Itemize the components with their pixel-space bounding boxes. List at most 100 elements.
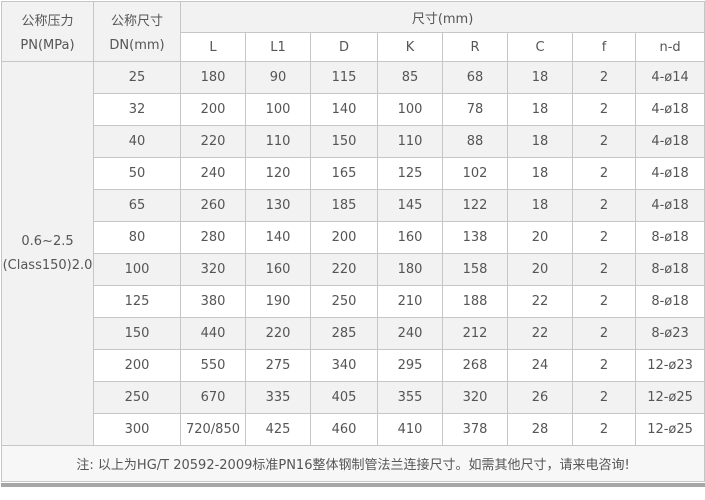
- dimension-column-header: C: [507, 32, 573, 62]
- dimension-cell: 2: [572, 157, 636, 190]
- dimension-cell: 188: [442, 285, 508, 318]
- dimension-cell: 102: [442, 157, 508, 190]
- table-row: 65 260 130 185 145 122 18 2 4-ø18: [2, 189, 705, 222]
- dimension-cell: 4-ø14: [634, 61, 705, 94]
- note-row: 注: 以上为HG/T 20592-2009标准PN16整体钢制管法兰连接尺寸。如…: [0, 445, 705, 482]
- dn-cell: 250: [93, 381, 181, 414]
- table-row: 250 670 335 405 355 320 26 2 12-ø25: [2, 381, 705, 414]
- dimension-cell: 85: [377, 61, 443, 94]
- dimension-cell: 340: [310, 349, 378, 382]
- note-text: 注: 以上为HG/T 20592-2009标准PN16整体钢制管法兰连接尺寸。如…: [0, 445, 705, 482]
- dimension-cell: 220: [310, 253, 378, 286]
- dimension-cell: 2: [572, 381, 636, 414]
- table-row: 200 550 275 340 295 268 24 2 12-ø23: [2, 349, 705, 382]
- dimension-cell: 4-ø18: [634, 125, 705, 158]
- dimension-cell: 250: [310, 285, 378, 318]
- dimension-cell: 18: [507, 61, 573, 94]
- dimensions-group-header: 尺寸(mm): [179, 0, 705, 34]
- dn-cell: 200: [93, 349, 181, 382]
- dimension-cell: 180: [180, 61, 246, 94]
- dimension-cell: 100: [377, 93, 443, 126]
- dimension-cell: 28: [507, 413, 573, 446]
- dimension-cell: 4-ø18: [634, 189, 705, 222]
- dimension-cell: 280: [180, 221, 246, 254]
- dimension-cell: 378: [442, 413, 508, 446]
- dimension-cell: 110: [245, 125, 311, 158]
- dimension-cell: 18: [507, 93, 573, 126]
- dimension-cell: 550: [180, 349, 246, 382]
- dimension-cell: 125: [377, 157, 443, 190]
- table-row: 40 220 110 150 110 88 18 2 4-ø18: [2, 125, 705, 158]
- dimension-cell: 285: [310, 317, 378, 350]
- pressure-header-line1: 公称压力: [21, 14, 74, 29]
- dimension-column-header: D: [310, 32, 378, 62]
- dimension-cell: 165: [310, 157, 378, 190]
- dimension-cell: 20: [507, 253, 573, 286]
- dimension-cell: 4-ø18: [634, 93, 705, 126]
- dn-cell: 80: [93, 221, 181, 254]
- table-row: 125 380 190 250 210 188 22 2 8-ø18: [2, 285, 705, 318]
- dn-cell: 100: [93, 253, 181, 286]
- dimension-column-header: n-d: [634, 32, 705, 62]
- dimension-cell: 138: [442, 221, 508, 254]
- header-row-top: 公称压力 PN(MPa) 公称尺寸 DN(mm) 尺寸(mm): [1, 0, 705, 62]
- dimension-column-header: L1: [245, 32, 311, 62]
- dimension-cell: 240: [377, 317, 443, 350]
- dimension-cell: 200: [310, 221, 378, 254]
- dn-cell: 125: [93, 285, 181, 318]
- table-row: 100 320 160 220 180 158 20 2 8-ø18: [2, 253, 705, 286]
- dimension-cell: 2: [572, 413, 636, 446]
- dimension-cell: 405: [310, 381, 378, 414]
- dimension-cell: 8-ø23: [634, 317, 705, 350]
- dimension-cell: 88: [442, 125, 508, 158]
- dn-cell: 300: [93, 413, 181, 446]
- dimension-column-header: K: [377, 32, 443, 62]
- dimension-column-header: R: [442, 32, 508, 62]
- dimension-cell: 190: [245, 285, 311, 318]
- dimension-cell: 78: [442, 93, 508, 126]
- dimension-cell: 160: [245, 253, 311, 286]
- dimension-cell: 410: [377, 413, 443, 446]
- dimension-cell: 110: [377, 125, 443, 158]
- dn-cell: 25: [93, 61, 181, 94]
- pressure-header-line2: PN(MPa): [20, 38, 75, 53]
- dimension-cell: 2: [572, 317, 636, 350]
- dimension-cell: 140: [310, 93, 378, 126]
- table-row: 150 440 220 285 240 212 22 2 8-ø23: [2, 317, 705, 350]
- table-row: 32 200 100 140 100 78 18 2 4-ø18: [2, 93, 705, 126]
- dimension-cell: 295: [377, 349, 443, 382]
- table-row: 50 240 120 165 125 102 18 2 4-ø18: [2, 157, 705, 190]
- dimension-cell: 2: [572, 61, 636, 94]
- dimension-cell: 320: [180, 253, 246, 286]
- dimension-cell: 115: [310, 61, 378, 94]
- dimension-cell: 4-ø18: [634, 157, 705, 190]
- dn-cell: 150: [93, 317, 181, 350]
- dimension-cell: 670: [180, 381, 246, 414]
- size-header-line1: 公称尺寸: [110, 14, 163, 29]
- dimension-cell: 200: [180, 93, 246, 126]
- pressure-value-line1: 0.6~2.5: [21, 234, 74, 249]
- pressure-column-header: 公称压力 PN(MPa): [1, 1, 94, 62]
- dimension-cell: 335: [245, 381, 311, 414]
- dimension-cell: 26: [507, 381, 573, 414]
- dimension-column-header: f: [572, 32, 636, 62]
- dimension-cell: 22: [507, 317, 573, 350]
- dimension-cell: 20: [507, 221, 573, 254]
- size-header-line2: DN(mm): [109, 38, 165, 53]
- dimension-cell: 158: [442, 253, 508, 286]
- pressure-value-cell: 0.6~2.5 (Class150)2.0: [1, 61, 94, 446]
- size-column-header: 公称尺寸 DN(mm): [93, 1, 181, 62]
- dimension-cell: 100: [245, 93, 311, 126]
- dimension-cell: 68: [442, 61, 508, 94]
- bottom-divider-bar: [1, 483, 705, 487]
- dimension-cell: 12-ø23: [634, 349, 705, 382]
- dn-cell: 50: [93, 157, 181, 190]
- dimension-cell: 220: [180, 125, 246, 158]
- dimension-cell: 22: [507, 285, 573, 318]
- dimension-cell: 18: [507, 189, 573, 222]
- dn-cell: 40: [93, 125, 181, 158]
- dimension-cell: 2: [572, 221, 636, 254]
- dimension-cell: 12-ø25: [634, 381, 705, 414]
- dimension-cell: 145: [377, 189, 443, 222]
